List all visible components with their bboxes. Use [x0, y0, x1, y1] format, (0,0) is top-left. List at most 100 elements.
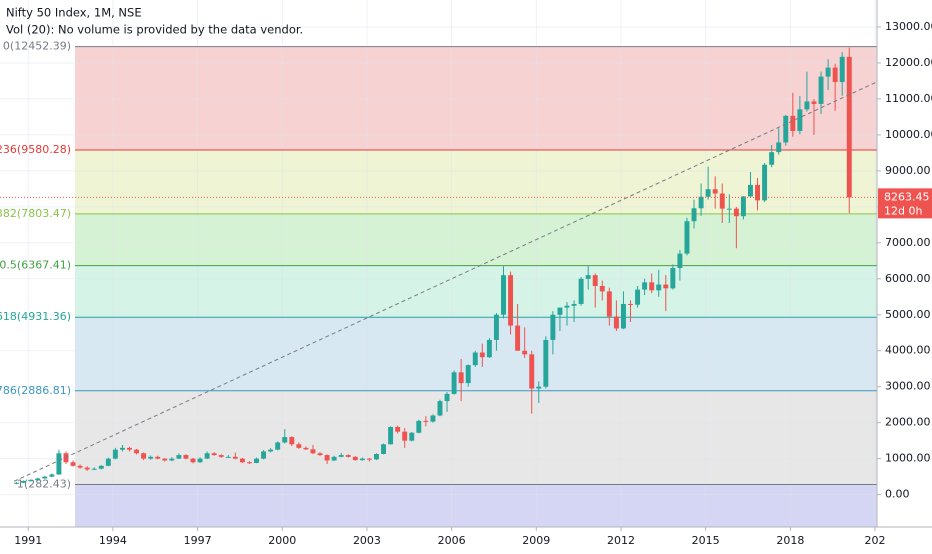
candle-body: [564, 305, 570, 308]
y-tick-label: 1000.00: [885, 452, 931, 465]
candle-body: [578, 278, 584, 304]
candle-body: [783, 115, 789, 143]
candle-body: [769, 152, 775, 165]
candle-body: [839, 56, 845, 83]
candle-body: [402, 431, 408, 441]
candle-body: [571, 303, 577, 306]
candle-body: [458, 372, 464, 384]
y-tick-label: 5000.00: [885, 308, 931, 321]
candle-body: [613, 316, 619, 329]
candle-body: [98, 465, 104, 469]
y-tick-label: 6000.00: [885, 272, 931, 285]
candle-body: [515, 325, 521, 351]
fib-label: 1(282.43): [17, 477, 71, 490]
y-tick-label: 7000.00: [885, 236, 931, 249]
candle-body: [28, 480, 34, 482]
candle-body: [825, 67, 831, 77]
y-tick-label: 0.00: [885, 488, 910, 501]
candle-body: [91, 468, 97, 470]
candle-body: [748, 184, 753, 197]
fib-band: [75, 484, 877, 527]
candle-body: [204, 453, 210, 459]
candle-body: [437, 401, 443, 416]
candle-body: [21, 480, 27, 483]
candle-body: [70, 462, 76, 466]
candle-body: [550, 314, 556, 340]
candle-body: [303, 447, 309, 450]
candle-body: [790, 115, 796, 131]
candle-body: [239, 458, 245, 463]
candle-body: [42, 476, 48, 479]
candle-body: [155, 456, 161, 459]
y-tick-label: 12000.00: [885, 56, 932, 69]
x-tick-label: 2012: [607, 534, 635, 547]
candle-body: [656, 284, 662, 291]
candle-body: [232, 456, 238, 459]
candle-body: [310, 449, 316, 454]
candle-body: [740, 196, 746, 217]
candle-body: [119, 447, 125, 450]
candle-body: [105, 458, 111, 466]
candle-body: [444, 393, 450, 402]
last-price-box: [878, 188, 932, 219]
candle-body: [176, 455, 182, 459]
candle-body: [183, 455, 189, 459]
candle-body: [719, 193, 725, 209]
candle-body: [352, 456, 358, 461]
candle-body: [486, 339, 492, 358]
candle-body: [599, 285, 605, 292]
candle-body: [698, 196, 704, 209]
x-tick-label: 1994: [99, 534, 127, 547]
candle-body: [846, 56, 852, 198]
candle-body: [543, 339, 549, 387]
fib-label: 0.5(6367.41): [0, 259, 71, 272]
candle-body: [56, 453, 62, 475]
candle-body: [190, 458, 196, 463]
candle-body: [324, 455, 330, 461]
candle-body: [479, 352, 485, 358]
candle-body: [684, 221, 690, 254]
candle-body: [141, 453, 147, 459]
candles: [14, 47, 852, 485]
fib-band: [75, 265, 877, 318]
candle-body: [282, 437, 288, 443]
candle-body: [585, 275, 591, 279]
candle-body: [317, 453, 323, 456]
candle-body: [148, 456, 154, 459]
candle-body: [268, 449, 274, 452]
candle-body: [211, 453, 217, 456]
x-tick-label: 1997: [184, 534, 212, 547]
x-tick-label: 202: [865, 534, 886, 547]
x-tick-label: 2003: [353, 534, 381, 547]
price-axis-panel: [877, 0, 932, 550]
candle-body: [776, 142, 782, 153]
candle-body: [642, 282, 648, 290]
y-tick-label: 2000.00: [885, 416, 931, 429]
candle-body: [162, 458, 168, 461]
candle-body: [451, 372, 457, 394]
candle-body: [35, 478, 41, 481]
candle-body: [84, 467, 90, 470]
candle-body: [430, 415, 436, 422]
candle-body: [289, 437, 295, 445]
candle-body: [606, 291, 612, 317]
fib-label: 0(12452.39): [3, 40, 71, 53]
candle-body: [14, 482, 20, 484]
candle-body: [501, 275, 506, 315]
trend-line: [13, 81, 878, 482]
candle-body: [670, 267, 676, 289]
x-tick-label: 2018: [776, 534, 804, 547]
candle-body: [345, 455, 351, 457]
x-tick-label: 1991: [14, 534, 42, 547]
candle-body: [374, 453, 379, 460]
candle-body: [112, 449, 118, 459]
candle-body: [331, 456, 337, 461]
candle-body: [691, 208, 697, 222]
candle-body: [628, 303, 633, 305]
y-tick-label: 3000.00: [885, 380, 931, 393]
fib-bands: [75, 46, 877, 527]
last-price-label: 8263.45: [884, 190, 930, 203]
candle-body: [592, 275, 598, 286]
x-tick-label: 2006: [438, 534, 466, 547]
candle-body: [472, 352, 478, 366]
